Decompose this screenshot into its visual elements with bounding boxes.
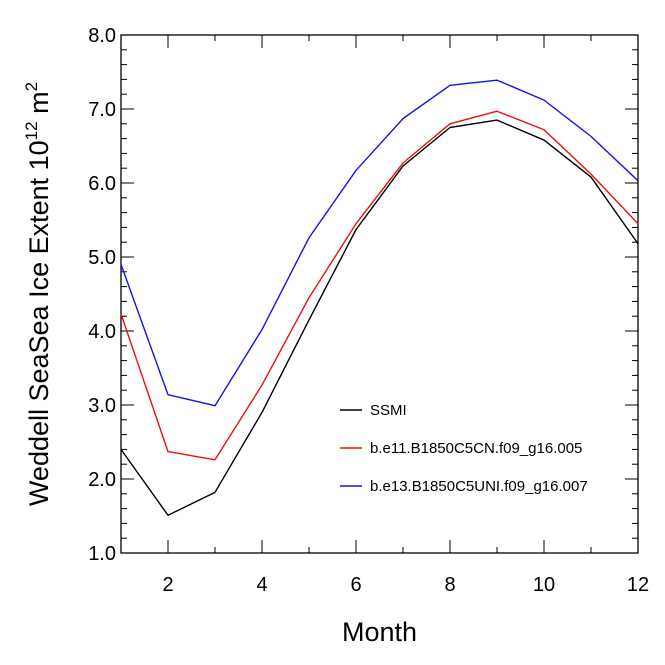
x-tick-label: 10 [533, 574, 555, 596]
x-tick-label: 2 [162, 574, 173, 596]
major-ticks [121, 34, 639, 554]
x-tick-label: 8 [444, 574, 455, 596]
y-tick-label: 5.0 [88, 247, 116, 269]
plot-frame [120, 34, 639, 554]
y-axis-title-unit-exponent: 2 [22, 82, 41, 91]
legend-label: b.e13.B1850C5UNI.f09_g16.007 [370, 478, 588, 495]
legend-label: SSMI [370, 402, 407, 419]
y-axis-title-exponent: 12 [22, 121, 41, 140]
legend-label: b.e11.B1850C5CN.f09_g16.005 [370, 440, 582, 457]
x-tick-label: 6 [350, 574, 361, 596]
y-tick-label: 3.0 [88, 395, 116, 417]
x-tick-label: 4 [256, 574, 267, 596]
y-axis-title-main: Weddell SeaSea Ice Extent 10 [24, 140, 54, 506]
series-line-b-e11-b1850c5cn-f09-g16-005 [120, 110, 639, 461]
x-tick-label: 12 [627, 574, 649, 596]
series-lines [120, 79, 639, 516]
y-tick-labels: 1.0 2.0 3.0 4.0 5.0 6.0 7.0 8.0 [88, 25, 116, 565]
y-tick-label: 6.0 [88, 173, 116, 195]
y-tick-label: 8.0 [88, 25, 116, 47]
y-tick-label: 7.0 [88, 99, 116, 121]
x-tick-labels: 2 4 6 8 10 12 [162, 574, 649, 596]
y-tick-label: 2.0 [88, 469, 116, 491]
y-tick-label: 4.0 [88, 321, 116, 343]
y-axis-title-unit: m [24, 91, 54, 121]
y-tick-label: 1.0 [88, 543, 116, 565]
series-line-ssmi [120, 119, 639, 516]
series-line-b-e13-b1850c5uni-f09-g16-007 [120, 79, 639, 407]
minor-ticks [120, 35, 638, 553]
x-axis-title: Month [342, 617, 417, 647]
legend: SSMI b.e11.B1850C5CN.f09_g16.005 b.e13.B18… [340, 402, 588, 495]
y-axis-title: Weddell SeaSea Ice Extent 1012 m2 [22, 82, 54, 506]
